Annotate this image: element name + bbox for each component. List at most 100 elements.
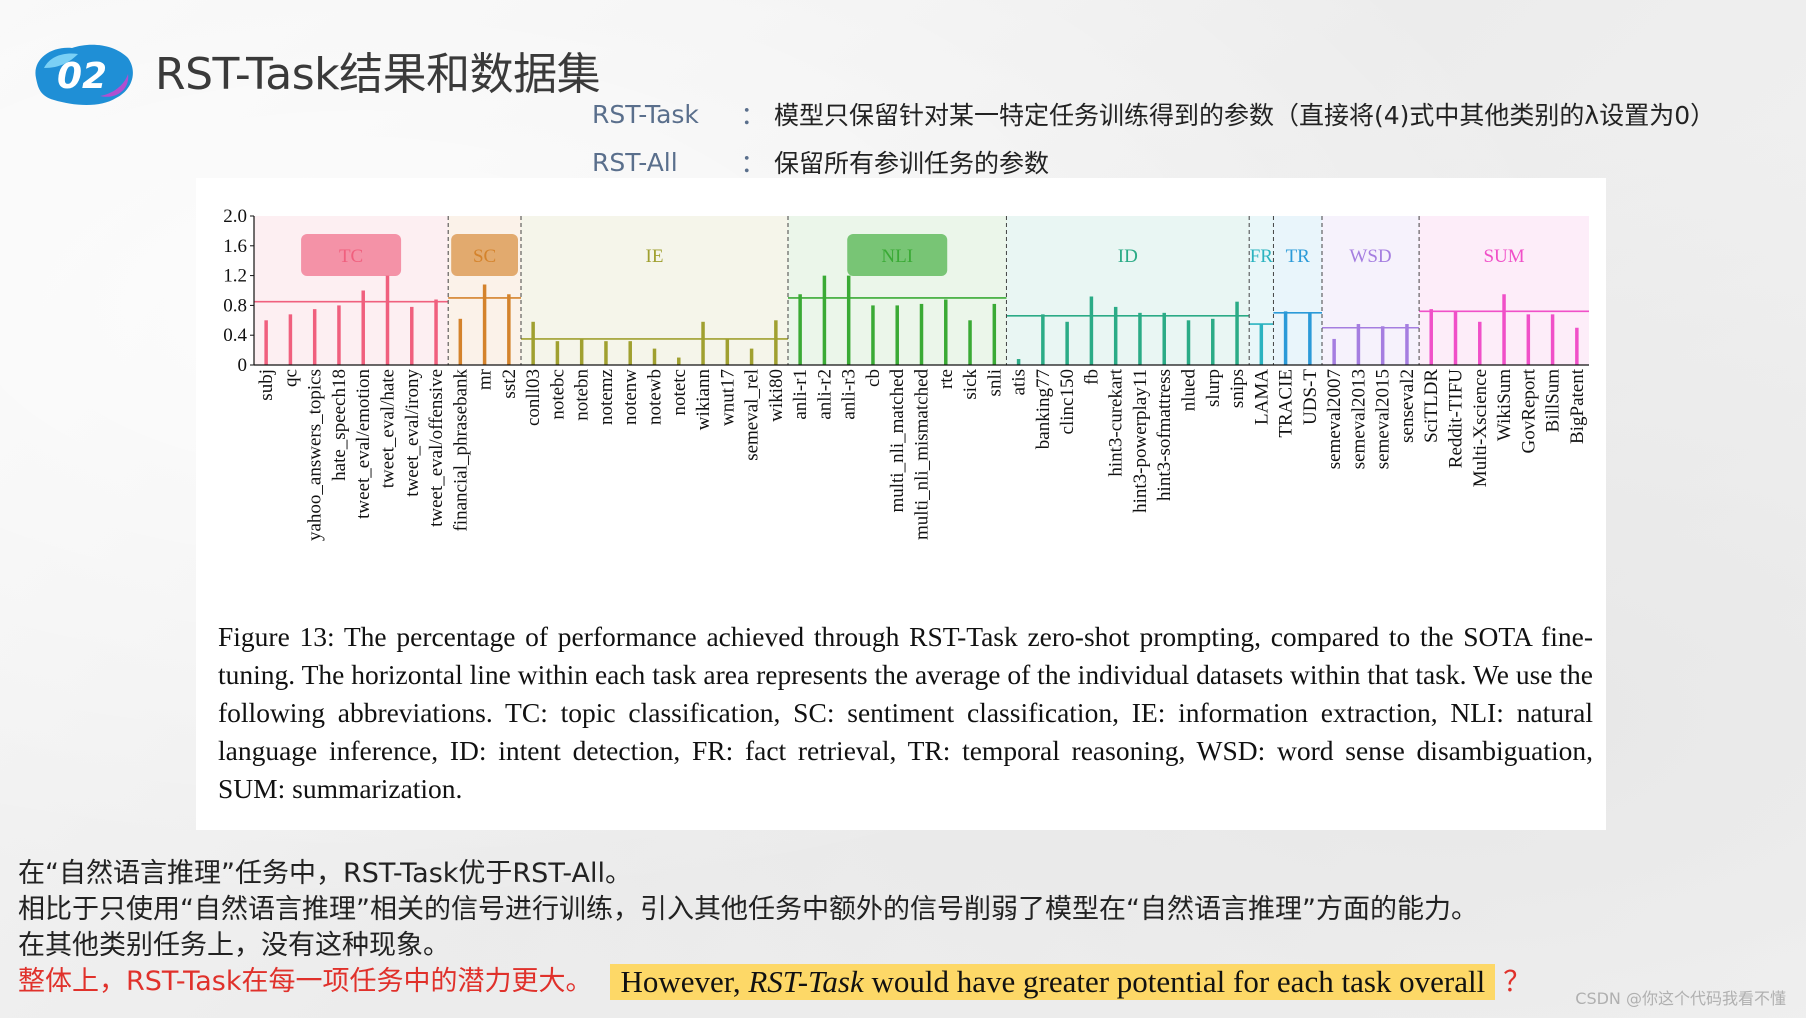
x-tick-label: SciTLDR	[1421, 369, 1442, 443]
conclusion-line-4: 整体上，RST-Task在每一项任务中的潜力更大。 However, RST-T…	[18, 964, 1531, 1000]
x-tick-label: notebn	[572, 369, 593, 421]
highlighted-quote: However, RST-Task would have greater pot…	[610, 964, 1496, 1000]
x-tick-label: notemz	[596, 369, 617, 425]
x-tick-label: semeval2015	[1373, 369, 1394, 469]
x-tick-label: notebc	[547, 369, 568, 420]
conclusion-line-3: 在其他类别任务上，没有这种现象。	[18, 930, 450, 961]
x-tick-label: semeval2007	[1324, 369, 1345, 469]
group-region-ie	[521, 216, 788, 365]
quote-post: would have greater potential for each ta…	[863, 964, 1486, 999]
x-tick-label: snli	[984, 369, 1005, 396]
x-tick-label: clinc150	[1057, 369, 1078, 434]
x-tick-label: anli-r1	[790, 369, 811, 420]
x-tick-label: financial_phrasebank	[450, 369, 471, 532]
x-tick-label: snips	[1227, 369, 1248, 408]
x-tick-label: conll03	[523, 369, 544, 426]
x-tick-label: Reddit-TIFU	[1446, 369, 1467, 468]
x-tick-label: wiki80	[766, 369, 787, 422]
x-tick-label: subj	[256, 369, 277, 401]
group-label: IE	[646, 246, 664, 267]
x-tick-label: TRACIE	[1276, 369, 1297, 438]
x-tick-label: wikiann	[693, 369, 714, 431]
x-tick-label: fb	[1081, 369, 1102, 385]
x-tick-label: sst2	[499, 369, 520, 399]
badge-number: 02	[57, 56, 107, 97]
conclusion-text: 在“自然语言推理”任务中，RST-Task优于RST-All。 相比于只使用“自…	[18, 856, 1531, 1000]
group-region-id	[1006, 216, 1250, 365]
definition-text: 保留所有参训任务的参数	[774, 149, 1050, 178]
x-tick-label: nlued	[1179, 369, 1200, 412]
figure-panel: TC subj qc yahoo_answers_topics hate_speech1…	[196, 178, 1606, 830]
quote-pre: However,	[620, 964, 749, 999]
definition-rst-all: RST-All ： 保留所有参训任务的参数	[592, 138, 1715, 186]
slide-title: RST-Task结果和数据集	[155, 49, 601, 100]
x-tick-label: slurp	[1203, 369, 1224, 407]
conclusion-line-2: 相比于只使用“自然语言推理”相关的信号进行训练，引入其他任务中额外的信号削弱了模…	[18, 894, 1478, 925]
x-tick-label: LAMA	[1251, 369, 1272, 425]
x-tick-label: qc	[280, 369, 301, 387]
definition-text: 模型只保留针对某一特定任务训练得到的参数（直接将(4)式中其他类别的λ设置为0）	[774, 101, 1716, 130]
definition-term: RST-Task	[592, 99, 699, 129]
x-tick-label: hate_speech18	[329, 369, 350, 481]
x-tick-label: wnut17	[717, 369, 738, 426]
bar-chart: TC subj qc yahoo_answers_topics hate_speech1…	[223, 206, 1589, 541]
y-tick-label: 1.2	[223, 266, 247, 287]
x-tick-label: anli-r3	[839, 369, 860, 420]
y-tick-label: 2.0	[223, 206, 247, 227]
y-tick-label: 0.8	[223, 295, 247, 316]
x-tick-label: cb	[863, 369, 884, 387]
x-tick-label: senseval2	[1397, 369, 1418, 443]
ink-splash-accent	[44, 53, 78, 68]
x-tick-label: banking77	[1033, 369, 1054, 449]
x-tick-label: tweet_eval/emotion	[353, 369, 374, 519]
group-label: SC	[473, 246, 496, 267]
conclusion-line-1: 在“自然语言推理”任务中，RST-Task优于RST-All。	[18, 858, 632, 889]
x-tick-label: mr	[475, 368, 496, 390]
quote-italic: RST-Task	[748, 964, 864, 999]
group-label-box	[847, 234, 948, 276]
group-label: WSD	[1349, 246, 1391, 267]
section-number-badge: 02	[35, 44, 133, 105]
group-label-box	[301, 234, 402, 276]
x-tick-label: notetc	[669, 369, 690, 415]
x-tick-label: atis	[1009, 369, 1030, 395]
ink-splash-accent-2	[100, 74, 129, 97]
x-tick-label: notenw	[620, 369, 641, 425]
group-region-wsd	[1322, 216, 1420, 365]
y-tick-label: 0	[238, 355, 248, 376]
group-label: FR	[1250, 246, 1274, 267]
x-tick-label: hint3-powerplay11	[1130, 369, 1151, 513]
definition-colon: ：	[740, 149, 766, 178]
x-tick-label: hint3-sofmattress	[1154, 369, 1175, 501]
definitions: RST-Task ： 模型只保留针对某一特定任务训练得到的参数（直接将(4)式中…	[592, 90, 1715, 186]
y-tick-label: 1.6	[223, 236, 247, 257]
y-tick-label: 0.4	[223, 325, 247, 346]
x-tick-label: GovReport	[1518, 368, 1539, 453]
x-tick-label: multi_nli_matched	[887, 369, 908, 513]
x-tick-label: tweet_eval/irony	[402, 369, 423, 497]
x-tick-label: semeval2013	[1348, 369, 1369, 469]
question-mark: ？	[1503, 965, 1532, 998]
x-tick-label: yahoo_answers_topics	[305, 369, 326, 541]
group-label: ID	[1118, 246, 1138, 267]
x-tick-label: anli-r2	[814, 369, 835, 420]
definition-term: RST-All	[592, 147, 678, 177]
figure-caption: Figure 13: The percentage of performance…	[218, 621, 1593, 804]
x-tick-label: notewb	[645, 369, 666, 425]
x-tick-label: tweet_eval/hate	[378, 369, 399, 488]
group-label: NLI	[881, 246, 913, 267]
definition-rst-task: RST-Task ： 模型只保留针对某一特定任务训练得到的参数（直接将(4)式中…	[592, 90, 1715, 138]
x-tick-label: BigPatent	[1567, 368, 1588, 444]
group-label-box	[451, 234, 518, 276]
x-tick-label: multi_nli_mismatched	[912, 369, 933, 540]
x-tick-label: rte	[936, 369, 957, 389]
conclusion-red-text: 整体上，RST-Task在每一项任务中的潜力更大。	[18, 966, 593, 997]
group-label: TR	[1286, 246, 1311, 267]
group-label: SUM	[1483, 246, 1524, 267]
x-tick-label: WikiSum	[1494, 369, 1515, 441]
x-tick-label: tweet_eval/offensive	[426, 369, 447, 527]
definition-colon: ：	[740, 101, 766, 130]
x-tick-label: BillSum	[1543, 369, 1564, 433]
group-label: TC	[339, 246, 363, 267]
x-tick-label: semeval_rel	[742, 369, 763, 461]
